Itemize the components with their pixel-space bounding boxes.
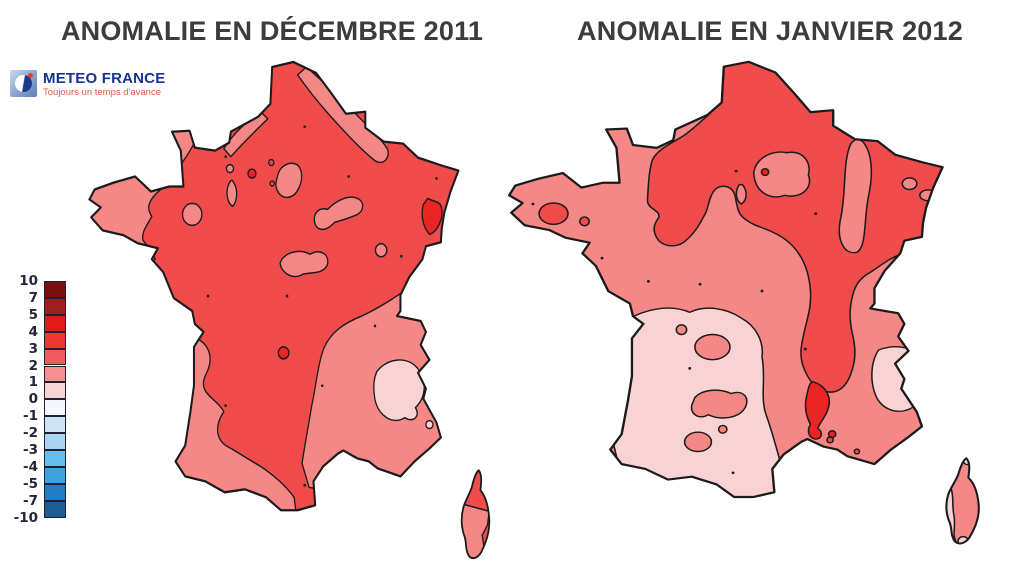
- legend-tick-label: 7: [28, 289, 38, 306]
- jan-salmon-in-pink-mid: [690, 389, 748, 419]
- dec-blob-burgundy: [313, 196, 364, 231]
- legend-cell: [44, 281, 66, 298]
- logo-tagline: Toujours un temps d'avance: [43, 87, 161, 98]
- legend-cell: [44, 466, 66, 484]
- legend-cell: [44, 500, 66, 518]
- jan-brittany-dot: [579, 216, 590, 227]
- legend-cell: [44, 365, 66, 383]
- jan-region-lorraine-notch: [838, 139, 873, 254]
- legend-tick-label: 10: [19, 273, 38, 289]
- dec-corsica-outline: [460, 469, 491, 560]
- jan-salmon-in-pink-low: [683, 431, 713, 453]
- jan-coast-red-dot-2: [853, 448, 861, 455]
- dec-blob-near-paris: [275, 162, 303, 199]
- logo-red-dot-icon: [28, 73, 33, 78]
- jan-salmon-in-pink-top: [694, 333, 731, 361]
- dec-blob-center-west: [181, 202, 203, 227]
- dec-region-normandy-coast: [223, 111, 269, 158]
- legend-cell: [44, 483, 66, 501]
- jan-salmon-in-pink-small: [675, 324, 688, 336]
- legend-tick-label: 5: [28, 306, 38, 323]
- legend-tick-label: -1: [23, 408, 38, 425]
- legend-tick-label: 0: [28, 391, 38, 408]
- title-december: ANOMALIE EN DÉCEMBRE 2011: [60, 16, 484, 46]
- jan-teardrop-paris: [735, 183, 747, 205]
- legend-cell: [44, 348, 66, 366]
- dec-blob-center-south: [279, 250, 329, 278]
- legend-tick-label: 2: [28, 357, 38, 374]
- legend-tick-label: 4: [28, 323, 38, 340]
- jan-alsace-hole-1: [901, 177, 918, 191]
- legend-tick-label: 3: [28, 340, 38, 357]
- logo-text: METEO FRANCE Toujours un temps d'avance: [43, 70, 165, 98]
- jan-paris-donut: [752, 151, 811, 198]
- legend-cell: [44, 399, 66, 417]
- meteo-france-globe-icon: [10, 70, 37, 97]
- legend-cell: [44, 416, 66, 434]
- jan-region-provence-pink: [871, 346, 931, 412]
- dec-region-alsace-hot: [421, 197, 443, 236]
- map-january: [507, 60, 980, 545]
- legend-tick-label: -7: [23, 492, 38, 509]
- jan-france-outline: [507, 60, 944, 499]
- jan-brittany-blob: [538, 202, 569, 226]
- dec-hot-dot-paris: [247, 168, 257, 179]
- dec-teardrop-paris: [226, 179, 238, 208]
- jan-hot-spot-paris: [760, 167, 770, 177]
- legend-tick-label: 1: [28, 374, 38, 391]
- legend-tick-label: -4: [23, 458, 38, 475]
- globe-icon: [15, 75, 32, 92]
- dec-blob-east-small: [374, 243, 388, 258]
- dec-hot-dot-south: [277, 346, 290, 360]
- legend-cell: [44, 297, 66, 315]
- dec-ring-2: [269, 180, 275, 187]
- legend-cell: [44, 314, 66, 332]
- jan-corsica-outline: [945, 457, 980, 545]
- dec-ring-3: [225, 163, 235, 174]
- dec-ring-1: [268, 158, 275, 167]
- legend-tick-label: -10: [13, 509, 38, 526]
- legend-cell: [44, 450, 66, 467]
- legend-tick-label: -2: [23, 425, 38, 442]
- jan-coast-red-dot-1: [826, 436, 834, 444]
- title-january: ANOMALIE EN JANVIER 2012: [577, 16, 963, 46]
- legend-cell: [44, 331, 66, 349]
- legend-cell: [44, 433, 66, 450]
- meteo-france-logo: METEO FRANCE Toujours un temps d'avance: [10, 70, 165, 98]
- map-december: [88, 60, 491, 560]
- jan-massif-hot-blob: [804, 381, 831, 440]
- legend-cell: [44, 382, 66, 400]
- dec-france-outline: [88, 60, 460, 512]
- dec-region-alps-pink: [373, 359, 425, 422]
- dec-pink-coast-spot: [425, 419, 434, 430]
- jan-salmon-dot: [717, 424, 728, 434]
- legend-tick-label: -5: [23, 475, 38, 492]
- legend-tick-label: -3: [23, 442, 38, 458]
- logo-name: METEO FRANCE: [43, 70, 166, 87]
